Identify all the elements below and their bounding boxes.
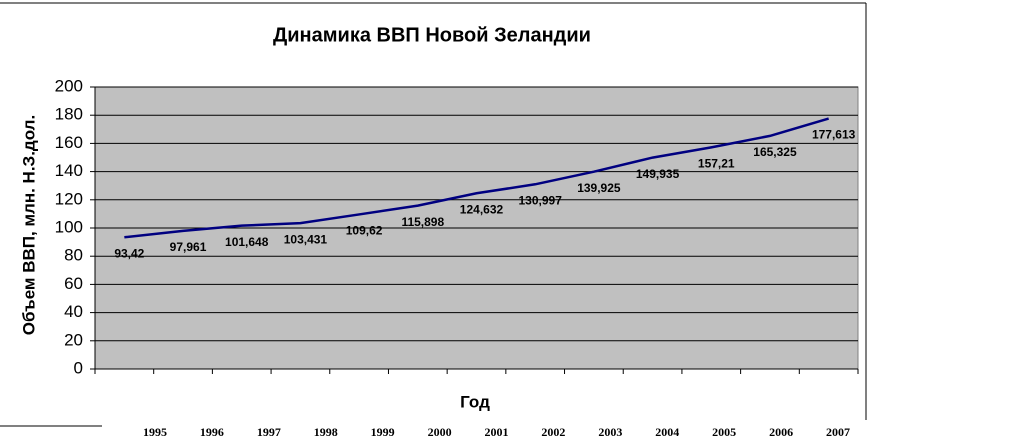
data-label: 124,632: [460, 202, 504, 216]
x-tick-label: 2003: [598, 425, 622, 439]
data-label: 109,62: [346, 224, 383, 238]
y-tick-label: 60: [64, 274, 83, 293]
y-tick-label: 120: [55, 189, 83, 208]
data-label: 93,42: [114, 246, 144, 260]
y-tick-label: 0: [74, 358, 83, 377]
data-label: 149,935: [636, 167, 680, 181]
y-tick-label: 200: [55, 76, 83, 95]
y-tick-label: 40: [64, 302, 83, 321]
x-axis-title: Год: [460, 392, 490, 411]
data-label: 130,997: [518, 193, 562, 207]
data-label: 101,648: [225, 235, 269, 249]
data-label: 103,431: [284, 232, 328, 246]
x-tick-label: 2007: [826, 425, 850, 439]
y-tick-label: 80: [64, 246, 83, 265]
x-tick-label: 2001: [485, 425, 509, 439]
y-tick-label: 100: [55, 217, 83, 236]
y-tick-label: 20: [64, 330, 83, 349]
data-label: 177,613: [812, 128, 856, 142]
x-tick-label: 2006: [769, 425, 793, 439]
x-tick-label: 1997: [257, 425, 281, 439]
x-tick-label: 1998: [314, 425, 338, 439]
data-label: 157,21: [698, 157, 735, 171]
line: [124, 117, 830, 239]
y-tick-label: 160: [55, 133, 83, 152]
x-tick-label: 2004: [655, 425, 679, 439]
x-tick-label: 2000: [428, 425, 452, 439]
data-label: 165,325: [753, 145, 797, 159]
data-label: 139,925: [577, 181, 621, 195]
x-tick-label: 1996: [200, 425, 224, 439]
chart-title: Динамика ВВП Новой Зеландии: [273, 24, 591, 46]
y-axis-title: Объем ВВП, млн. Н.З.дол.: [19, 115, 38, 335]
x-tick-label: 2005: [712, 425, 736, 439]
x-tick-label: 1995: [143, 425, 167, 439]
data-label: 115,898: [401, 215, 444, 229]
y-tick-label: 180: [55, 105, 83, 124]
data-label: 97,961: [170, 240, 207, 254]
x-tick-label: 1999: [371, 425, 395, 439]
y-tick-label: 140: [55, 161, 83, 180]
x-tick-label: 2002: [541, 425, 565, 439]
